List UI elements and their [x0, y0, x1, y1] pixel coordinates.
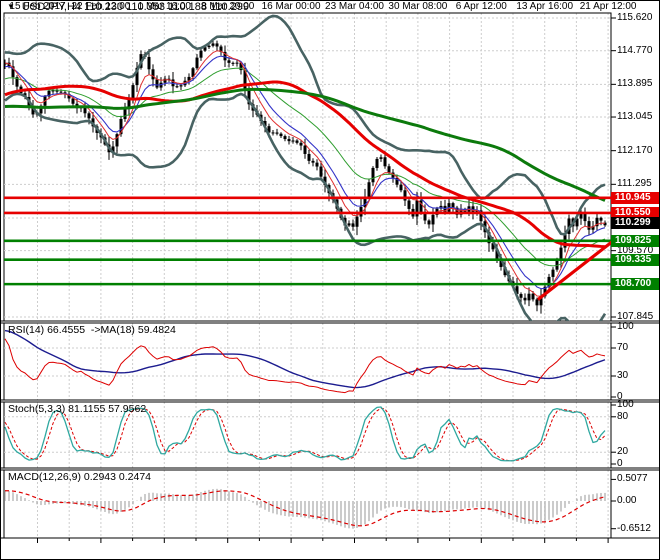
time-axis-label[interactable]: 16 Mar 00:00 [261, 1, 321, 12]
time-axis-label[interactable]: 22 Feb 12:00 [71, 1, 131, 12]
stoch-axis-tick: 0 [617, 458, 623, 469]
price-axis-tick: 113.895 [617, 78, 653, 90]
time-axis-label[interactable]: 21 Apr 12:00 [579, 1, 637, 12]
time-axis-label[interactable]: 1 Mar 16:00 [137, 1, 191, 12]
macd-axis-tick: 0.5077 [617, 473, 648, 485]
price-badge-108.700: 108.700 [611, 278, 659, 290]
price-badge-110.945: 110.945 [611, 192, 659, 204]
price-axis-tick: 113.045 [617, 111, 653, 123]
rsi-axis-tick: 0 [617, 391, 623, 402]
stoch-axis-tick: 20 [617, 446, 629, 458]
price-axis-tick: 109.570 [617, 244, 654, 256]
stoch-axis-tick: 100 [617, 399, 634, 410]
price-axis-tick: 111.295 [617, 178, 652, 190]
rsi-axis-tick: 30 [617, 370, 629, 381]
price-badge-109.335: 109.335 [611, 254, 659, 266]
symbol-dropdown-icon[interactable]: ▼ [7, 2, 15, 11]
macd-axis-tick: 0.00 [617, 495, 637, 506]
time-axis-label[interactable]: 15 Feb 2017 [9, 1, 66, 12]
chart-title: USDJPY,H4 110.230 110.353 110.188 110.29… [21, 1, 250, 13]
price-axis-tick: 115.620 [617, 12, 653, 23]
rsi-axis-tick: 70 [617, 342, 629, 353]
stoch-axis-tick: 80 [617, 410, 629, 422]
price-badge-110.550: 110.550 [611, 207, 659, 219]
time-axis-label[interactable]: 23 Mar 04:00 [325, 1, 384, 12]
macd-indicator-label: MACD(12,26,9) 0.2943 0.2474 [8, 471, 152, 483]
time-axis-label[interactable]: 13 Apr 16:00 [516, 1, 574, 12]
macd-axis-tick: -0.6512 [617, 522, 651, 534]
price-axis-tick: 107.845 [617, 310, 654, 322]
time-axis-label[interactable]: 8 Mar 20:00 [201, 1, 255, 12]
time-axis-label[interactable]: 30 Mar 08:00 [388, 1, 448, 12]
rsi-axis-tick: 100 [617, 321, 634, 332]
rsi-indicator-label: RSI(14) 66.4555 ->MA(18) 59.4824 [8, 324, 176, 336]
time-axis-label[interactable]: 6 Apr 12:00 [455, 1, 507, 12]
stochastic-indicator-label: Stoch(5,3,3) 81.1155 57.9562 [8, 403, 147, 415]
chart-title-bar: ▼ USDJPY,H4 110.230 110.353 110.188 110.… [7, 1, 249, 13]
price-axis-tick: 112.170 [617, 144, 653, 156]
price-axis-tick: 114.770 [617, 44, 653, 56]
price-badge-110.299: 110.299 [611, 217, 659, 229]
price-badge-109.825: 109.825 [611, 235, 659, 247]
